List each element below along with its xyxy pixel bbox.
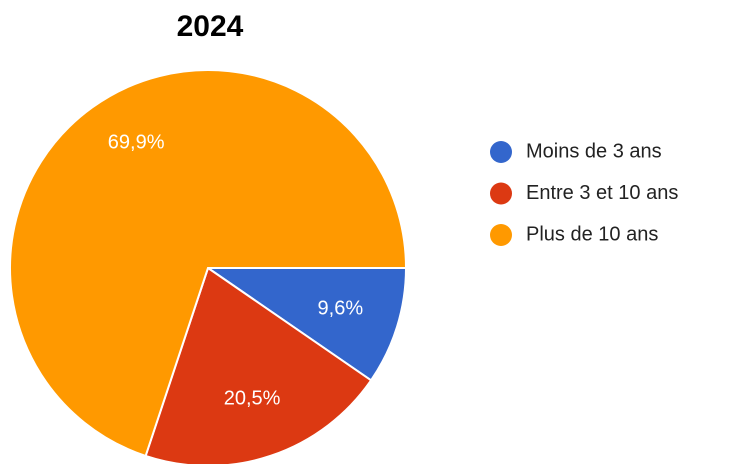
legend-label: Moins de 3 ans bbox=[526, 140, 662, 162]
pie-slice bbox=[144, 266, 373, 464]
legend-label: Entre 3 et 10 ans bbox=[526, 182, 678, 204]
legend-label: Plus de 10 ans bbox=[526, 223, 658, 245]
chart-title: 2024 bbox=[177, 10, 244, 43]
legend-marker bbox=[490, 224, 512, 246]
legend-marker bbox=[490, 141, 512, 163]
data-label: 69,9% bbox=[108, 132, 165, 154]
legend-marker bbox=[490, 182, 512, 205]
pie-slice bbox=[9, 69, 408, 458]
data-label: 20,5% bbox=[224, 388, 281, 410]
pie-slice bbox=[204, 267, 408, 382]
data-label: 9,6% bbox=[318, 297, 364, 319]
